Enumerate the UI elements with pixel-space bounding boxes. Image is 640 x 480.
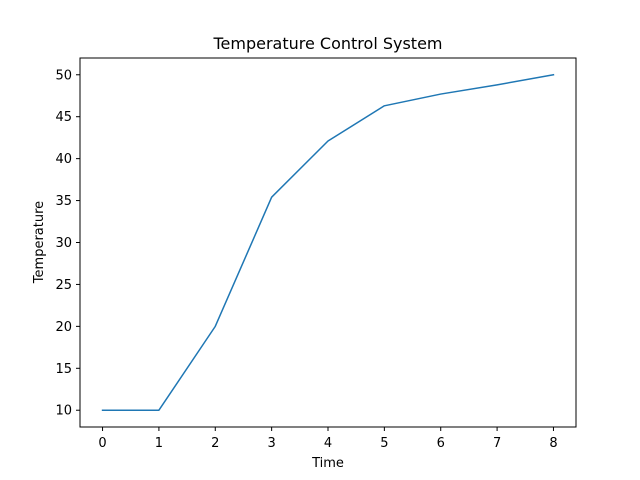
- x-tick-label: 6: [437, 436, 445, 451]
- y-axis-ticks: 10 15 20 25 30 35 40 45 50: [55, 68, 80, 419]
- y-tick-label: 40: [55, 152, 72, 167]
- x-tick-label: 1: [155, 436, 163, 451]
- x-tick-label: 2: [211, 436, 219, 451]
- x-tick-label: 3: [267, 436, 275, 451]
- y-tick-label: 45: [55, 110, 72, 125]
- x-tick-label: 7: [493, 436, 501, 451]
- y-tick-label: 10: [55, 404, 72, 419]
- y-tick-label: 15: [55, 362, 72, 377]
- x-tick-label: 5: [380, 436, 388, 451]
- x-axis-ticks: 0 1 2 3 4 5 6 7 8: [98, 427, 558, 451]
- series-line: [101, 73, 555, 411]
- x-tick-label: 0: [98, 436, 106, 451]
- chart-title: Temperature Control System: [212, 34, 442, 53]
- y-tick-label: 35: [55, 194, 72, 209]
- y-tick-label: 25: [55, 278, 72, 293]
- x-tick-label: 8: [549, 436, 557, 451]
- y-tick-label: 50: [55, 68, 72, 83]
- y-tick-label: 30: [55, 236, 72, 251]
- y-tick-label: 20: [55, 320, 72, 335]
- y-axis-label: Temperature: [32, 201, 47, 284]
- plot-frame: [79, 57, 577, 428]
- x-axis-label: Time: [311, 456, 344, 471]
- x-tick-label: 4: [324, 436, 332, 451]
